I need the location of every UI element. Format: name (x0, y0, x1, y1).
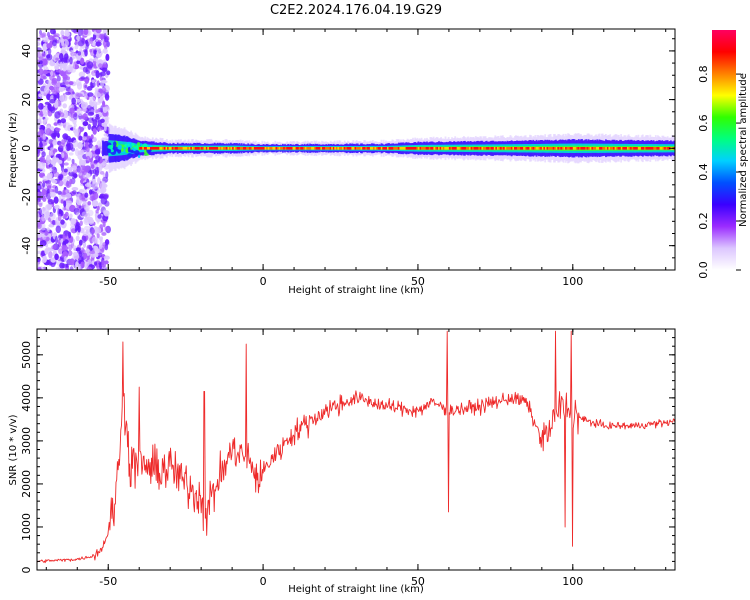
spectrogram-y-tick-label: 40 (20, 44, 33, 58)
colorbar-ticks: 0.0 0.2 0.4 0.6 0.8 (697, 65, 741, 279)
snr-y-tick-label: 5000 (20, 341, 33, 369)
snr-frame (36, 328, 676, 571)
spectrogram-marks (37, 29, 675, 270)
colorbar: 0.0 0.2 0.4 0.6 0.8 Normalized spectral ampl… (697, 30, 749, 279)
colorbar-label: Normalized spectral amplitude (738, 73, 749, 227)
spectrogram-y-tick-label: -40 (20, 237, 33, 255)
snr-y-tick-label: 4000 (20, 384, 33, 412)
snr-y-tick-label: 0 (20, 567, 33, 574)
spectrogram-y-tick-label: 20 (20, 93, 33, 107)
snr-y-tick-label: 3000 (20, 427, 33, 455)
figure-title: C2E2.2024.176.04.19.G29 (270, 3, 442, 18)
snr-y-tick-label: 2000 (20, 470, 33, 498)
spectrogram-x-tick-label: 100 (562, 275, 583, 288)
colorbar-tick-label: 0.0 (697, 261, 710, 279)
snr-y-label: SNR (10 * v/v) (8, 414, 19, 485)
colorbar-gradient (712, 30, 736, 270)
spectrogram-x-tick-label: -50 (99, 275, 117, 288)
spectrogram-panel: -50 0 50 100 -40 -20 0 20 40 Height of straight … (8, 28, 676, 296)
snr-x-tick-label: 0 (260, 575, 267, 588)
colorbar-tick-label: 0.4 (697, 163, 710, 181)
spectrogram-x-tick-label: 50 (411, 275, 425, 288)
snr-series-line (37, 330, 675, 564)
colorbar-tick-label: 0.2 (697, 212, 710, 230)
colorbar-tick-label: 0.6 (697, 114, 710, 131)
snr-x-label: Height of straight line (km) (288, 584, 424, 595)
snr-x-tick-label: -50 (99, 575, 117, 588)
spectrogram-ticks: -50 0 50 100 -40 -20 0 20 40 (20, 29, 675, 288)
spectrogram-y-tick-label: 0 (20, 145, 33, 152)
spectrogram-x-tick-label: 0 (260, 275, 267, 288)
spectrogram-x-label: Height of straight line (km) (288, 285, 424, 296)
snr-x-tick-label: 50 (411, 575, 425, 588)
snr-y-tick-label: 1000 (20, 513, 33, 541)
spectrogram-y-label: Frequency (Hz) (8, 112, 19, 188)
colorbar-tick-label: 0.8 (697, 65, 710, 83)
spectrogram-y-tick-label: -20 (20, 188, 33, 206)
snr-x-tick-label: 100 (562, 575, 583, 588)
